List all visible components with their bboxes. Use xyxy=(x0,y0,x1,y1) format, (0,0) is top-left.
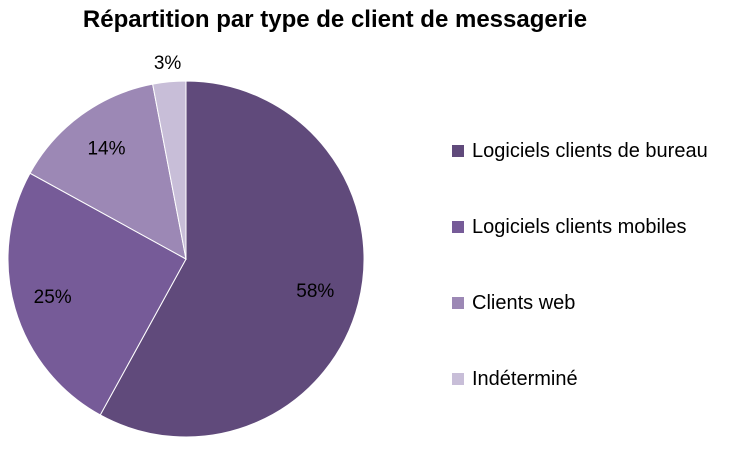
pie-slice xyxy=(99,80,365,438)
pie-slice xyxy=(152,80,187,260)
legend-label: Indéterminé xyxy=(472,367,578,390)
legend-swatch xyxy=(452,373,464,385)
legend-swatch xyxy=(452,145,464,157)
pie-data-label: 14% xyxy=(87,139,125,160)
legend-item-mobile: Logiciels clients mobiles xyxy=(452,213,708,241)
legend-swatch xyxy=(452,297,464,309)
pie-data-label: 25% xyxy=(34,287,72,308)
pie-slice xyxy=(29,83,187,260)
legend-label: Logiciels clients mobiles xyxy=(472,215,687,238)
legend-label: Logiciels clients de bureau xyxy=(472,139,708,162)
legend-label: Clients web xyxy=(472,291,576,314)
legend-item-desktop: Logiciels clients de bureau xyxy=(452,137,708,165)
pie-data-label: 3% xyxy=(154,53,182,74)
legend-item-undetermined: Indéterminé xyxy=(452,365,708,393)
legend-item-web: Clients web xyxy=(452,289,708,317)
legend-swatch xyxy=(452,221,464,233)
legend: Logiciels clients de bureau Logiciels cl… xyxy=(452,137,708,441)
pie-slice xyxy=(7,172,187,416)
chart-title: Répartition par type de client de messag… xyxy=(82,6,588,33)
pie-data-label: 58% xyxy=(296,281,334,302)
